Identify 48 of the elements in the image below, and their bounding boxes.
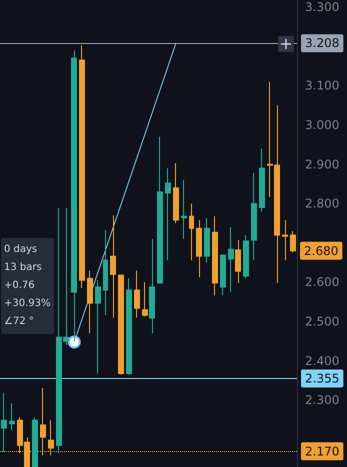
candlestick: [290, 230, 296, 253]
candlestick: [32, 416, 38, 467]
candlestick: [87, 270, 93, 334]
y-tick-label: 2.400: [305, 354, 340, 368]
candlestick: [189, 203, 194, 261]
candlestick: [282, 220, 288, 261]
ref-line-label: 2.170: [305, 444, 340, 458]
candlestick: [149, 238, 155, 334]
candlestick: [95, 280, 101, 374]
candlestick: [142, 282, 148, 317]
y-tick-label: 2.600: [305, 275, 340, 290]
candlestick: [243, 234, 249, 279]
candlestick: [196, 220, 202, 278]
candlestick: [103, 229, 108, 316]
y-tick-label: 3.100: [305, 78, 340, 93]
candlestick: [1, 392, 7, 453]
ref-line-label: 3.208: [305, 36, 340, 50]
candlestick: [79, 44, 85, 289]
candlestick: [220, 254, 226, 296]
candlestick: [157, 136, 163, 284]
y-tick-label: 2.900: [305, 157, 340, 172]
candlestick: [181, 180, 187, 240]
annotation: +30.93%: [4, 297, 51, 311]
y-tick-label: 3.300: [305, 0, 340, 14]
ref-line-label: 2.355: [305, 372, 340, 386]
candlestick: [9, 402, 15, 431]
candlestick: [173, 162, 179, 224]
annotation: ∠72 °: [4, 315, 35, 329]
candlestick: [134, 270, 140, 318]
candlestick: [71, 50, 77, 342]
candlestick: [228, 226, 234, 293]
candlestick: [126, 278, 132, 376]
candlestick: [110, 214, 116, 318]
candlestick: [259, 148, 265, 212]
y-tick-label: 3.000: [305, 118, 340, 132]
candlestick: [204, 218, 210, 264]
y-tick-label: 2.500: [305, 314, 340, 329]
candlestick: [251, 172, 257, 261]
candlestick: [118, 274, 124, 376]
annotation: 2.680: [304, 244, 338, 258]
candlestick: [165, 168, 171, 261]
candlestick: [212, 216, 218, 296]
y-tick-label: 2.800: [305, 196, 340, 211]
candlestick: [235, 240, 241, 284]
annotation: 0 days: [4, 243, 38, 257]
y-tick-label: 2.300: [305, 393, 340, 408]
annotation: 13 bars: [4, 261, 43, 275]
annotation: +0.76: [4, 279, 36, 293]
